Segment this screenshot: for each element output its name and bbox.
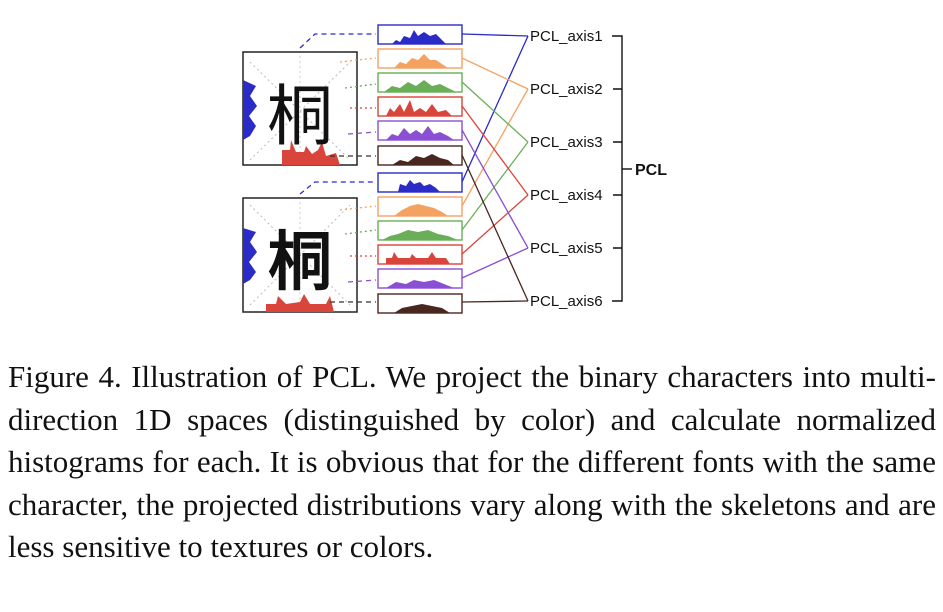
axis-label-6: PCL_axis6 [530, 293, 603, 310]
axis-connections [461, 33, 529, 303]
projection-leader-lines [299, 33, 377, 303]
pcl-bracket [612, 35, 632, 302]
axis-label-5: PCL_axis5 [530, 240, 603, 257]
axis-label-4: PCL_axis4 [530, 187, 603, 204]
axis-label-3: PCL_axis3 [530, 134, 603, 151]
pcl-group-label: PCL [635, 162, 667, 179]
character-panel-2: 桐 [242, 197, 358, 313]
figure-caption: Figure 4. Illustration of PCL. We projec… [8, 359, 936, 564]
axis-labels: PCL_axis1 PCL_axis2 PCL_axis3 PCL_axis4 … [530, 28, 603, 310]
axis-label-1: PCL_axis1 [530, 28, 603, 45]
character-panel-1: 桐 [242, 51, 358, 166]
histograms-set-2 [377, 172, 463, 314]
character-glyph-2: 桐 [268, 226, 332, 298]
histograms-set-1 [377, 24, 463, 166]
pcl-figure: 桐 桐 [242, 24, 667, 314]
axis-label-2: PCL_axis2 [530, 81, 603, 98]
character-glyph-1: 桐 [267, 81, 333, 154]
